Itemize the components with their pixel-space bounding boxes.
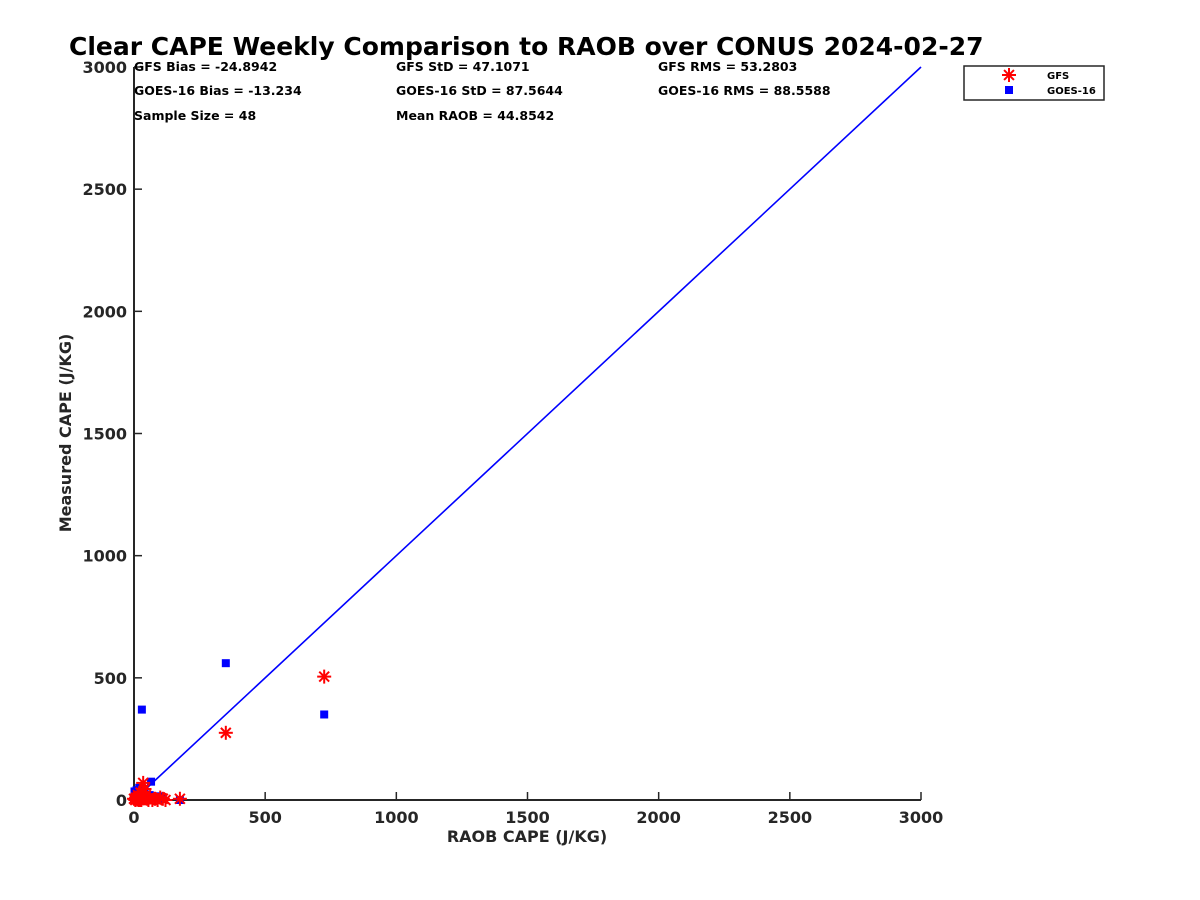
plot-area — [127, 66, 922, 807]
stat-goes-std: GOES-16 StD = 87.5644 — [396, 83, 563, 98]
legend-goes-square-icon — [1005, 86, 1013, 94]
stat-gfs-std: GFS StD = 47.1071 — [396, 59, 530, 74]
gfs-point — [218, 725, 233, 740]
x-tick-label: 2000 — [636, 808, 681, 827]
stat-gfs-bias: GFS Bias = -24.8942 — [134, 59, 277, 74]
goes16-point — [320, 710, 329, 719]
one-to-one-line — [133, 66, 922, 801]
legend-goes-label: GOES-16 — [1047, 86, 1096, 97]
x-axis-ticks: 0 500 1000 1500 2000 2500 3000 — [128, 792, 943, 827]
gfs-point — [172, 791, 187, 806]
gfs-point — [158, 793, 173, 807]
legend: GFS GOES-16 — [963, 65, 1105, 101]
legend-gfs-asterisk-icon — [1002, 68, 1016, 82]
x-tick-label: 1500 — [505, 808, 550, 827]
y-axis-ticks: 0 500 1000 1500 2000 2500 3000 — [82, 58, 142, 810]
legend-gfs-asterisk — [1002, 68, 1016, 82]
y-tick-label: 2500 — [82, 180, 127, 199]
legend-gfs-label: GFS — [1047, 71, 1069, 82]
stat-sample-size: Sample Size = 48 — [134, 108, 256, 123]
y-tick-label: 2000 — [82, 302, 127, 321]
x-tick-label: 0 — [128, 808, 139, 827]
y-tick-label: 3000 — [82, 58, 127, 77]
stat-mean-raob: Mean RAOB = 44.8542 — [396, 108, 554, 123]
gfs-point — [317, 669, 332, 684]
chart-title: Clear CAPE Weekly Comparison to RAOB ove… — [69, 32, 984, 61]
goes16-point — [137, 705, 146, 714]
stat-gfs-rms: GFS RMS = 53.2803 — [658, 59, 797, 74]
x-axis-label: RAOB CAPE (J/KG) — [447, 827, 607, 846]
y-tick-label: 500 — [94, 669, 127, 688]
x-tick-label: 1000 — [374, 808, 419, 827]
x-tick-label: 500 — [248, 808, 281, 827]
stat-goes-rms: GOES-16 RMS = 88.5588 — [658, 83, 831, 98]
x-tick-label: 3000 — [899, 808, 944, 827]
goes16-point — [147, 777, 156, 786]
goes16-point — [221, 659, 230, 668]
y-tick-label: 1500 — [82, 425, 127, 444]
legend-box — [963, 65, 1105, 101]
y-tick-label: 1000 — [82, 547, 127, 566]
x-tick-label: 2500 — [768, 808, 813, 827]
stat-goes-bias: GOES-16 Bias = -13.234 — [134, 83, 302, 98]
y-tick-label: 0 — [116, 791, 127, 810]
y-axis-label: Measured CAPE (J/KG) — [56, 334, 75, 533]
